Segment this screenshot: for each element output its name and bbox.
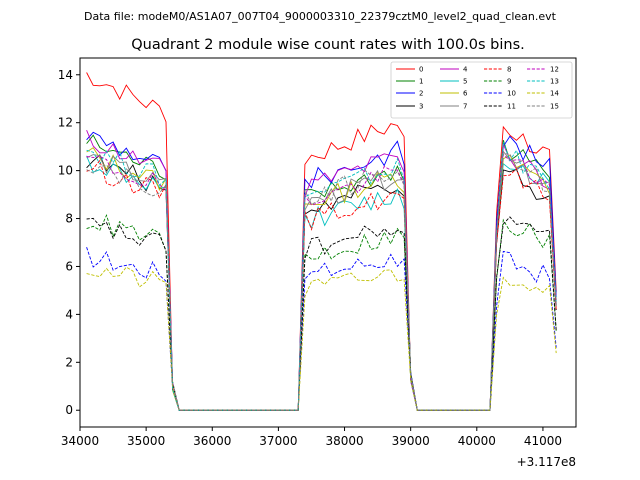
legend-label-8: 8 bbox=[507, 66, 511, 74]
y-tick-label: 0 bbox=[65, 403, 73, 417]
y-tick-label: 2 bbox=[65, 355, 73, 369]
x-tick-label: 38000 bbox=[325, 434, 363, 448]
x-tick-label: 34000 bbox=[61, 434, 99, 448]
legend-label-9: 9 bbox=[507, 78, 511, 86]
y-tick-label: 12 bbox=[58, 116, 73, 130]
legend-label-13: 13 bbox=[550, 78, 559, 86]
x-offset-label: +3.117e8 bbox=[517, 455, 576, 469]
legend-label-1: 1 bbox=[419, 78, 423, 86]
legend-frame bbox=[390, 61, 573, 119]
y-axis: 0 2 4 6 8 10 12 14 bbox=[58, 68, 80, 417]
legend-label-4: 4 bbox=[463, 66, 468, 74]
x-tick-label: 37000 bbox=[259, 434, 297, 448]
y-tick-label: 4 bbox=[65, 307, 73, 321]
y-tick-label: 10 bbox=[58, 164, 73, 178]
legend-label-10: 10 bbox=[507, 90, 516, 98]
y-tick-label: 14 bbox=[58, 68, 73, 82]
legend-label-14: 14 bbox=[550, 90, 559, 98]
chart-title: Quadrant 2 module wise count rates with … bbox=[131, 37, 525, 53]
x-tick-label: 35000 bbox=[127, 434, 165, 448]
legend-label-6: 6 bbox=[463, 90, 468, 98]
y-tick-label: 8 bbox=[65, 212, 73, 226]
chart-suptitle: Data file: modeM0/AS1A07_007T04_90000033… bbox=[84, 10, 557, 23]
series-line-15 bbox=[86, 153, 557, 411]
legend-label-5: 5 bbox=[463, 78, 467, 86]
legend-label-0: 0 bbox=[419, 66, 423, 74]
plot-frame bbox=[79, 57, 577, 428]
legend-label-15: 15 bbox=[550, 103, 559, 111]
series-layer bbox=[86, 72, 557, 411]
legend-label-3: 3 bbox=[419, 103, 423, 111]
x-axis: 34000 35000 36000 37000 38000 39000 40000 41000 bbox=[61, 427, 562, 448]
legend-label-2: 2 bbox=[419, 90, 423, 98]
legend-label-11: 11 bbox=[507, 103, 516, 111]
legend-label-7: 7 bbox=[463, 103, 467, 111]
x-tick-label: 40000 bbox=[458, 434, 496, 448]
x-tick-label: 36000 bbox=[193, 434, 231, 448]
series-line-11 bbox=[86, 216, 557, 411]
y-tick-label: 6 bbox=[65, 259, 73, 273]
legend-label-12: 12 bbox=[550, 66, 559, 74]
x-tick-label: 41000 bbox=[524, 434, 562, 448]
x-tick-label: 39000 bbox=[392, 434, 430, 448]
